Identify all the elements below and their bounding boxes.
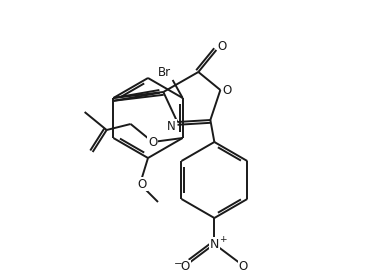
Text: O: O (218, 41, 227, 54)
Text: Br: Br (158, 65, 171, 78)
Text: O: O (223, 84, 232, 97)
Text: N: N (167, 120, 176, 132)
Text: +: + (219, 235, 226, 243)
Text: O: O (239, 261, 248, 274)
Text: O: O (137, 177, 147, 190)
Text: O: O (148, 136, 157, 148)
Text: O: O (181, 261, 190, 274)
Text: N: N (210, 238, 219, 251)
Text: −: − (174, 259, 183, 269)
